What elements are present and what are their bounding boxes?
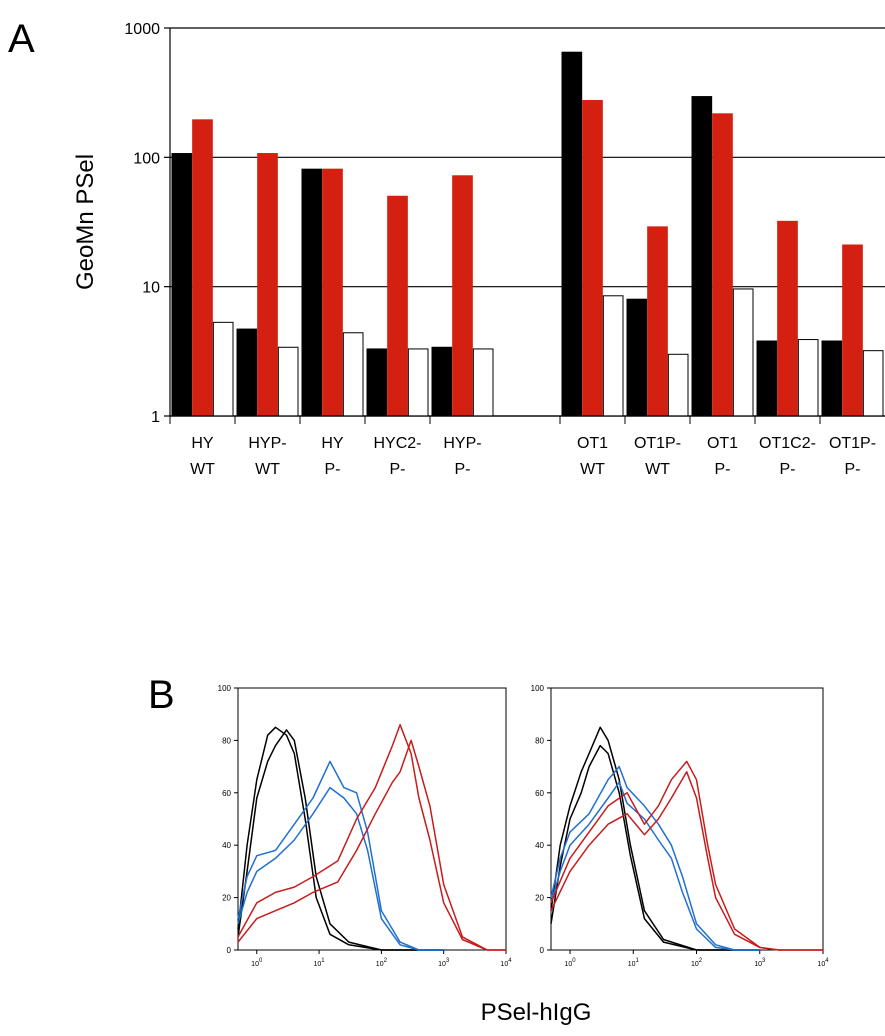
panel-b-label: B [148,673,175,717]
x-tick-label: 104 [500,958,512,968]
y-tick-label: 1000 [124,21,160,38]
histogram-curve [550,765,760,951]
x-tick-label: OT1P- [829,435,876,452]
bar [472,348,494,417]
x-tick-label: P- [455,461,471,478]
x-tick-label: HYP- [443,435,481,452]
x-tick-label: HYP- [248,435,286,452]
bar [322,168,343,417]
histogram-curve [550,781,760,951]
histogram-curve [237,739,506,951]
histogram-curve [237,723,506,951]
x-tick-label: 102 [376,958,388,968]
x-tick-label: OT1 [577,435,608,452]
x-tick-label: P- [390,461,406,478]
y-tick-label: 20 [222,894,231,903]
bar [821,340,843,417]
x-tick-label: 103 [438,958,450,968]
x-tick-label: 103 [754,958,766,968]
x-tick-label: HY [191,435,214,452]
histogram-curve [550,744,760,951]
y-tick-label: 60 [535,789,544,798]
y-tick-label: 60 [222,789,231,798]
y-tick-label: 80 [222,736,231,745]
bar [192,119,213,417]
bar [407,348,429,417]
x-tick-label: 104 [817,958,829,968]
bar [561,51,583,417]
bar [171,153,193,417]
x-tick-label: HY [321,435,344,452]
histogram-curve [237,760,444,951]
bar [602,295,624,417]
y-tick-label: 40 [535,841,544,850]
bar [301,168,323,417]
bar [582,100,603,417]
x-tick-label: OT1C2- [759,435,816,452]
x-tick-label: 101 [628,958,640,968]
x-tick-label: 102 [691,958,703,968]
bar [667,353,689,417]
bar [732,288,754,417]
x-tick-label: OT1P- [634,435,681,452]
bar [212,321,234,417]
y-tick-label: 1 [151,409,160,426]
bar [277,346,299,417]
histogram-curve [237,729,444,951]
bar [342,332,364,417]
x-tick-label: 101 [313,958,325,968]
bar [257,153,278,417]
plot-frame [237,687,507,951]
x-tick-label: HYC2- [373,435,421,452]
histogram-curve [237,786,444,951]
histogram-curve [237,726,444,951]
panel-a-label: A [8,17,35,61]
histogram-curve [550,771,823,951]
y-tick-label: 20 [535,894,544,903]
x-tick-label: WT [190,461,215,478]
bar [691,96,713,417]
histogram-x-axis-label: PSel-hIgG [481,999,592,1026]
bar [712,113,733,417]
x-tick-label: WT [645,461,670,478]
bar [756,340,778,417]
y-tick-label: 0 [227,946,232,955]
bar [431,346,453,417]
x-tick-label: P- [780,461,796,478]
y-tick-label: 0 [540,946,545,955]
x-tick-label: 100 [564,958,576,968]
bar [862,350,884,417]
y-tick-label: 10 [142,280,160,297]
bar [647,226,668,417]
plot-frame [550,687,824,951]
bar [236,328,258,417]
x-tick-label: P- [715,461,731,478]
x-tick-label: P- [845,461,861,478]
x-tick-label: OT1 [707,435,738,452]
bar [626,298,648,417]
histogram-curve [550,760,823,951]
bar [797,339,819,417]
y-tick-label: 40 [222,841,231,850]
histogram-left: 0 20 40 60 80 100 100 101 102 103 104 [218,684,513,968]
histogram-right: 0 20 40 60 80 100 100 101 102 103 104 [531,684,830,968]
x-tick-label: P- [325,461,341,478]
x-tick-label: WT [580,461,605,478]
bar [842,244,863,417]
bar [387,195,408,417]
bar [366,348,388,417]
y-tick-label: 100 [531,684,545,693]
y-tick-label: 80 [535,736,544,745]
y-axis-label: GeoMn PSel [72,154,99,290]
bar [777,220,798,417]
y-tick-label: 100 [218,684,232,693]
histogram-curve [550,726,760,951]
y-tick-label: 100 [133,150,160,167]
bar [452,175,473,417]
x-tick-label: WT [255,461,280,478]
x-tick-label: 100 [251,958,263,968]
